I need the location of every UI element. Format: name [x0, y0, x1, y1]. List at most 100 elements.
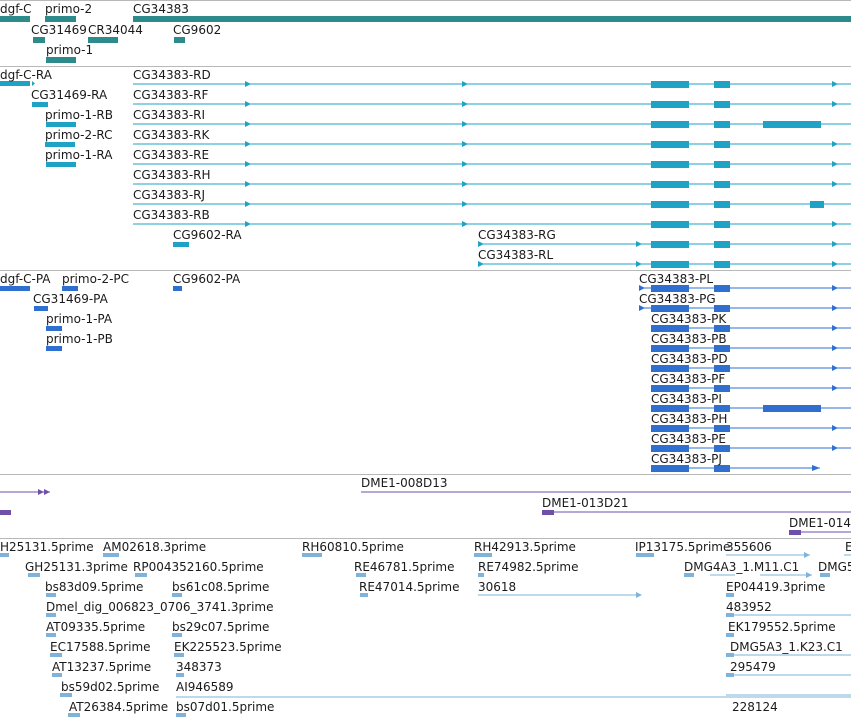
est-label[interactable]: AM02618.3prime	[103, 540, 207, 554]
transcript-label[interactable]: CG34383-RK	[133, 128, 210, 142]
gene-label[interactable]: CR34044	[88, 23, 143, 37]
protein-label[interactable]: CG34383-PF	[651, 372, 726, 386]
est-label[interactable]: RH60810.5prime	[302, 540, 404, 554]
exon-block	[714, 365, 730, 372]
direction-arrow	[245, 221, 251, 227]
est-label[interactable]: 295479	[730, 660, 776, 674]
est-label[interactable]: RE46781.5prime	[354, 560, 455, 574]
est-label[interactable]: RE74982.5prime	[478, 560, 579, 574]
est-label[interactable]: EC17588.5prime	[50, 640, 151, 654]
est-label[interactable]: DMG4A3_1.M11.C1	[684, 560, 800, 574]
transcript-label[interactable]: primo-2-RC	[45, 128, 113, 142]
transcript-label[interactable]: CG34383-RG	[478, 228, 556, 242]
clone-block	[789, 530, 801, 535]
est-label[interactable]: bs59d02.5prime	[61, 680, 160, 694]
est-track: H25131.5prime AM02618.3prime RH60810.5pr…	[0, 538, 851, 722]
protein-label[interactable]: CG34383-PH	[651, 412, 728, 426]
protein-label[interactable]: primo-1-PA	[46, 312, 113, 326]
protein-label[interactable]: CG34383-PG	[639, 292, 716, 306]
protein-label[interactable]: CG34383-PD	[651, 352, 728, 366]
est-label[interactable]: 30618	[478, 580, 517, 594]
est-label[interactable]: DMG5A3_1.K23.C1	[730, 640, 843, 654]
protein-primo-2-pc-glyph	[62, 286, 78, 291]
est-label[interactable]: EK225523.5prime	[174, 640, 282, 654]
est-label[interactable]: DMG5	[818, 560, 851, 574]
est-label[interactable]: H25131.5prime	[0, 540, 94, 554]
gene-label[interactable]: CG34383	[133, 2, 189, 16]
gene-label[interactable]: primo-2	[45, 2, 93, 16]
exon-block	[714, 305, 730, 312]
protein-label[interactable]: CG34383-PI	[651, 392, 722, 406]
est-block	[726, 633, 734, 637]
gene-label[interactable]: dgf-C	[0, 2, 32, 16]
est-label[interactable]: E	[845, 540, 851, 554]
protein-label[interactable]: CG34383-PJ	[651, 452, 722, 466]
protein-label[interactable]: CG31469-PA	[33, 292, 108, 306]
exon-block	[651, 261, 689, 268]
protein-label[interactable]: CG34383-PL	[639, 272, 714, 286]
direction-arrow	[245, 201, 251, 207]
est-label[interactable]: RP004352160.5prime	[133, 560, 264, 574]
transcript-label[interactable]: CG34383-RB	[133, 208, 210, 222]
est-label[interactable]: AT13237.5prime	[52, 660, 152, 674]
direction-arrow	[832, 365, 838, 371]
transcript-label[interactable]: CG9602-RA	[173, 228, 242, 242]
est-label[interactable]: 228124	[732, 700, 778, 714]
protein-label[interactable]: CG34383-PB	[651, 332, 727, 346]
est-label[interactable]: 348373	[176, 660, 222, 674]
est-label[interactable]: GH25131.3prime	[25, 560, 128, 574]
protein-label[interactable]: CG9602-PA	[173, 272, 241, 286]
protein-label[interactable]: CG34383-PK	[651, 312, 727, 326]
transcript-label[interactable]: CG34383-RD	[133, 68, 211, 82]
transcript-label[interactable]: CG34383-RE	[133, 148, 210, 162]
transcript-label[interactable]: dgf-C-RA	[0, 68, 52, 82]
transcript-primo-1-ra-glyph	[46, 162, 76, 167]
transcript-track: dgf-C-RA CG34383-RD CG31469-RA CG34383-R…	[0, 66, 851, 270]
direction-arrow	[806, 572, 812, 578]
est-label[interactable]: Dmel_dig_006823_0706_3741.3prime	[46, 600, 274, 614]
est-label[interactable]: EK179552.5prime	[728, 620, 836, 634]
transcript-label[interactable]: CG34383-RJ	[133, 188, 206, 202]
direction-arrow	[832, 161, 838, 167]
est-label[interactable]: AI946589	[176, 680, 234, 694]
transcript-label[interactable]: CG34383-RL	[478, 248, 554, 262]
protein-label[interactable]: primo-1-PB	[46, 332, 113, 346]
exon-block	[651, 385, 689, 392]
clone-label[interactable]: DME1-008D13	[361, 476, 448, 490]
est-label[interactable]: bs83d09.5prime	[45, 580, 144, 594]
transcript-label[interactable]: primo-1-RA	[45, 148, 113, 162]
gene-label[interactable]: CG9602	[173, 23, 222, 37]
est-label[interactable]: AT09335.5prime	[46, 620, 146, 634]
direction-arrow	[832, 285, 838, 291]
clone-track: DME1-008D13 DME1-013D21 DME1-014	[0, 474, 851, 538]
protein-cg31469-pa-glyph	[34, 306, 48, 311]
protein-label[interactable]: CG34383-PE	[651, 432, 726, 446]
transcript-label[interactable]: CG34383-RF	[133, 88, 209, 102]
protein-label[interactable]: primo-2-PC	[62, 272, 130, 286]
est-label[interactable]: RE47014.5prime	[359, 580, 460, 594]
est-label[interactable]: 483952	[726, 600, 772, 614]
clone-label[interactable]: DME1-014	[789, 516, 851, 530]
direction-arrow	[245, 141, 251, 147]
protein-track-glyphs	[0, 285, 851, 472]
est-label[interactable]: bs29c07.5prime	[172, 620, 270, 634]
gene-label[interactable]: CG31469	[31, 23, 87, 37]
transcript-label[interactable]: CG34383-RI	[133, 108, 206, 122]
transcript-label[interactable]: CG31469-RA	[31, 88, 108, 102]
est-label[interactable]: AT26384.5prime	[69, 700, 169, 714]
est-label[interactable]: 355606	[726, 540, 772, 554]
transcript-label[interactable]: primo-1-RB	[45, 108, 114, 122]
transcript-label[interactable]: CG34383-RH	[133, 168, 211, 182]
est-block	[46, 613, 56, 617]
est-label[interactable]: EP04419.3prime	[726, 580, 826, 594]
clone-label[interactable]: DME1-013D21	[542, 496, 629, 510]
est-label[interactable]: bs07d01.5prime	[176, 700, 275, 714]
est-label[interactable]: RH42913.5prime	[474, 540, 576, 554]
exon-block	[651, 221, 689, 228]
protein-label[interactable]: dgf-C-PA	[0, 272, 51, 286]
gene-label[interactable]: primo-1	[46, 43, 94, 57]
est-label[interactable]: IP13175.5prime	[635, 540, 731, 554]
est-label[interactable]: bs61c08.5prime	[172, 580, 270, 594]
gene-track-glyphs	[0, 16, 851, 63]
est-block	[820, 573, 830, 577]
